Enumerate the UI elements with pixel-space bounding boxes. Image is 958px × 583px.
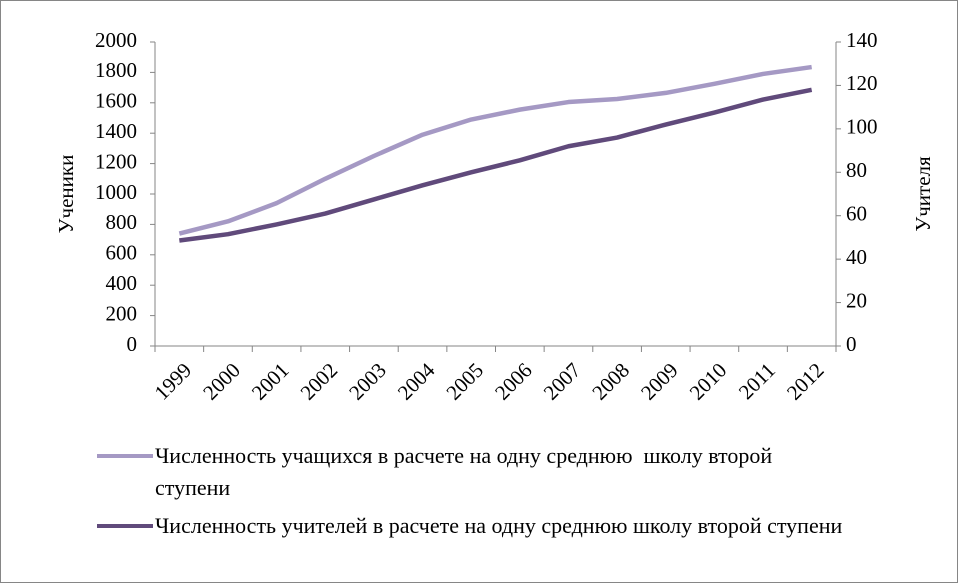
- y2-tick-label: 40: [846, 245, 867, 269]
- y-tick-label: 1800: [95, 58, 137, 82]
- y2-tick-label: 80: [846, 158, 867, 182]
- series-line: [179, 87, 813, 243]
- legend-swatch: [97, 524, 153, 528]
- y-tick-label: 1600: [95, 89, 137, 113]
- y2-tick-label: 20: [846, 288, 867, 312]
- y-axis-label: Ученики: [54, 155, 78, 234]
- y-tick-label: 200: [106, 301, 138, 325]
- legend-label: Численность учащихся в расчете на одну с…: [155, 443, 778, 500]
- y2-tick-label: 0: [846, 332, 857, 356]
- y2-axis-label: Учителя: [911, 156, 935, 232]
- legend: Численность учащихся в расчете на одну с…: [97, 440, 925, 548]
- y-tick-label: 1000: [95, 180, 137, 204]
- legend-label: Численность учителей в расчете на одну с…: [155, 513, 843, 538]
- legend-entry: Численность учащихся в расчете на одну с…: [97, 440, 845, 504]
- series-line: [178, 64, 812, 236]
- y-tick-label: 1400: [95, 119, 137, 143]
- y-tick-label: 600: [106, 241, 138, 265]
- y-tick-label: 800: [106, 210, 138, 234]
- y-tick-label: 2000: [95, 28, 137, 52]
- y2-tick-label: 120: [846, 71, 878, 95]
- y2-tick-label: 60: [846, 202, 867, 226]
- y2-tick-label: 140: [846, 28, 878, 52]
- y-tick-label: 0: [127, 332, 138, 356]
- legend-entry: Численность учителей в расчете на одну с…: [97, 510, 925, 542]
- y2-tick-label: 100: [846, 115, 878, 139]
- y-tick-label: 1200: [95, 149, 137, 173]
- y-tick-label: 400: [106, 271, 138, 295]
- legend-swatch: [97, 454, 153, 458]
